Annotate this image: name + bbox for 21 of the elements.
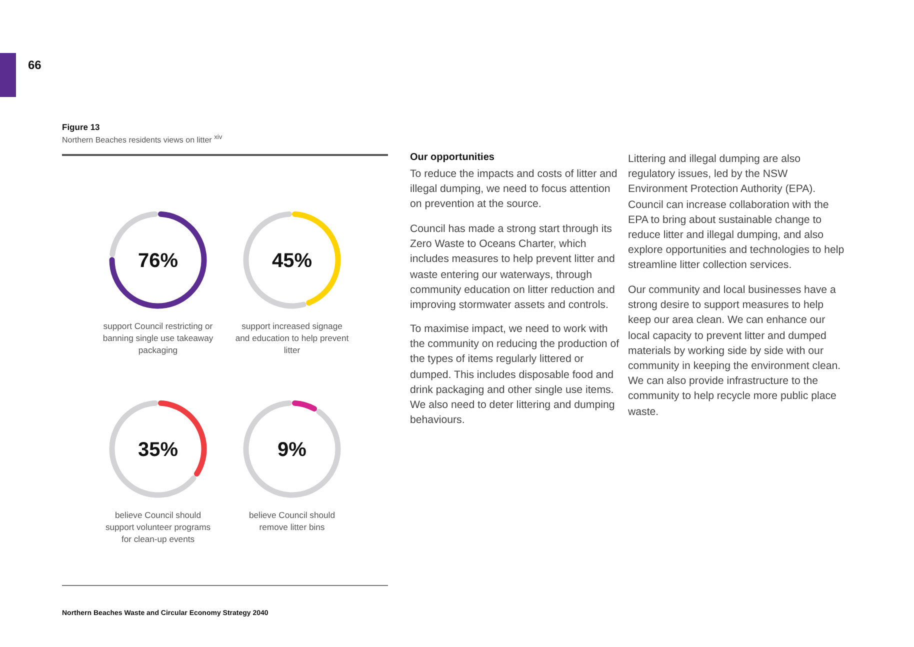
donut-slice: [292, 400, 318, 412]
donut-slice: [109, 211, 207, 309]
text: To maximise impact, we need to work with the community on reducing the production of the types of items regularly littered or dumped. This includes disposable food and drink packaging and other single use items. We also need to deter littering and dumping behaviours.: [410, 322, 620, 428]
text: 66: [28, 58, 42, 74]
text: Council has made a strong start through its Zero Waste to Oceans Charter, which includes measures to help prevent litter and waste entering our waterways, through community education on litter reduction and improving stormwater assets and controls.: [410, 222, 616, 314]
text: Northern Beaches residents views on litter $^{xiv}$: [62, 134, 222, 145]
text: support Council restricting or banning single use takeaway packaging: [102, 320, 214, 356]
text: believe Council should support volunteer programs for clean-up events: [104, 509, 212, 545]
text: Our opportunities: [410, 152, 496, 163]
text: believe Council should remove litter bins: [248, 509, 336, 533]
text: 76%: [138, 250, 178, 272]
text: 9%: [278, 439, 307, 462]
text: support increased signage and education to help prevent litter: [234, 320, 350, 356]
text: Figure 13: [62, 122, 100, 132]
donut-slice: [243, 400, 341, 498]
text: 45%: [272, 250, 312, 272]
text: 35%: [138, 439, 178, 462]
donut-slice: [109, 400, 196, 498]
text: Littering and illegal dumping are also regulatory issues, led by the NSW Environment Protection Authority (EPA). Council can increase collaboration with the EPA to bring about sustainable change to reduce litter and illegal dumping, and also explore opportunities and technologies to help streamline litter collection services.: [628, 152, 846, 274]
text: To reduce the impacts and costs of litter and illegal dumping, we need to focus attention on prevention at the source.: [410, 167, 618, 212]
text: Our community and local businesses have a strong desire to support measures to help keep our area clean. We can enhance our local capacity to prevent litter and dumped materials by working side by side with our community in keeping the environment clean. We can also provide infrastructure to the community to help recycle more public place waste.: [628, 284, 841, 418]
